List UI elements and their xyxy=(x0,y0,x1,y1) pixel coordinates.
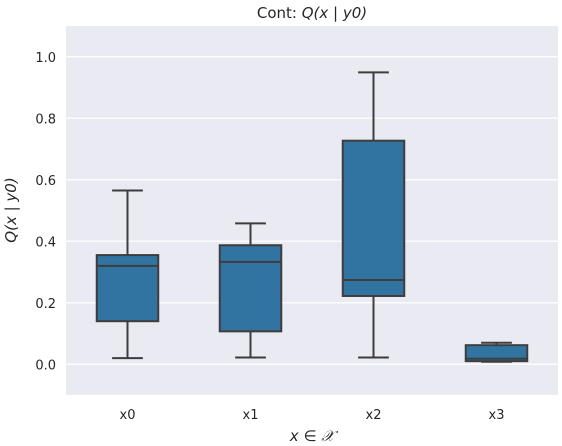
y-tick-label: 0.0 xyxy=(35,358,56,373)
chart-title-math: Q(x | y0) xyxy=(302,4,367,22)
y-tick-label: 0.2 xyxy=(35,297,56,312)
x-tick-label: x2 xyxy=(366,408,382,423)
x-axis-label: x ∈ 𝒳 xyxy=(289,427,338,445)
iqr-box xyxy=(343,141,405,296)
y-tick-label: 0.8 xyxy=(35,112,56,127)
x-tick-label: x3 xyxy=(489,408,505,423)
plot-background xyxy=(66,26,558,395)
y-tick-labels: 0.0 0.2 0.4 0.6 0.8 1.0 xyxy=(35,51,56,374)
y-tick-label: 0.6 xyxy=(35,174,56,189)
chart-title: Cont: Q(x | y0) xyxy=(257,4,367,22)
y-tick-label: 1.0 xyxy=(35,51,56,66)
x-tick-labels: x0 x1 x2 x3 xyxy=(120,408,505,423)
x-tick-label: x1 xyxy=(243,408,259,423)
box-x3 xyxy=(466,343,528,362)
x-tick-label: x0 xyxy=(120,408,136,423)
y-axis-label: Q(x | y0) xyxy=(2,177,20,242)
y-tick-label: 0.4 xyxy=(35,235,56,250)
iqr-box xyxy=(220,245,282,331)
chart-title-prefix: Cont: xyxy=(257,4,302,22)
